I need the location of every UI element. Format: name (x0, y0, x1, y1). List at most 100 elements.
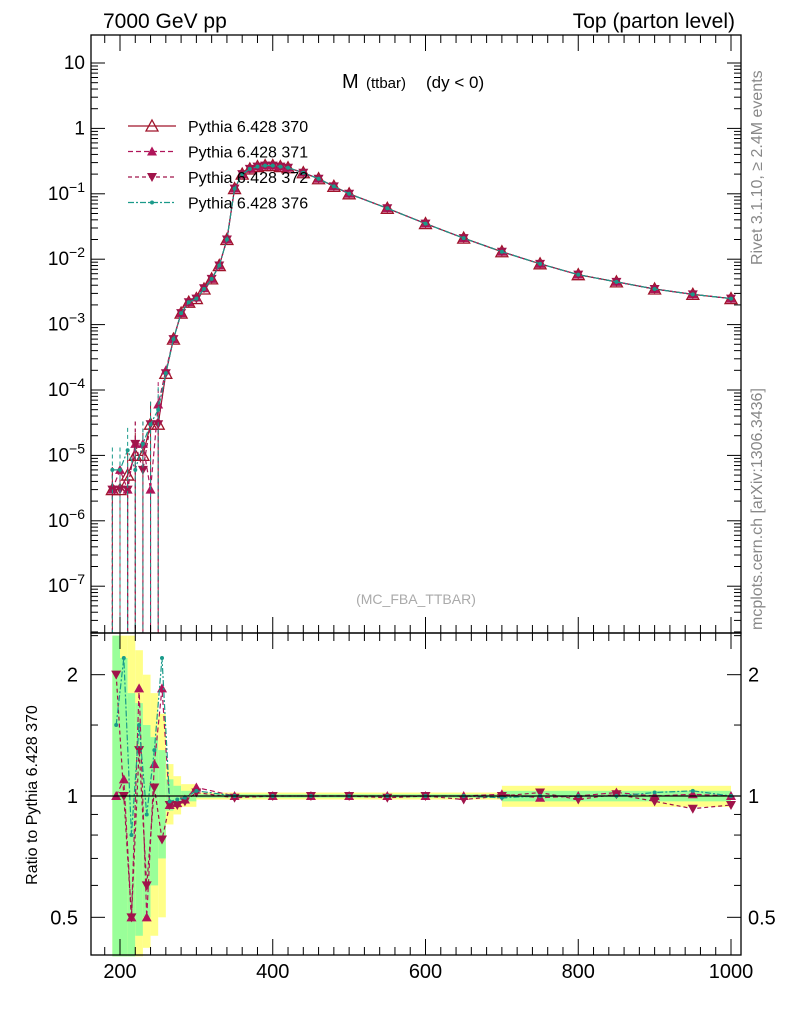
plot-title-main: M (342, 71, 359, 93)
main-point-3-6 (156, 407, 161, 412)
main-ytick-label-8: 10−7 (48, 571, 85, 597)
legend-marker-0 (144, 118, 160, 132)
main-point-3-21 (270, 163, 275, 168)
ratio-ytick-label-r-0: 2 (748, 665, 759, 687)
main-point-0-12 (196, 281, 212, 295)
header-left: 7000 GeV pp (103, 10, 227, 33)
main-line-1 (111, 164, 732, 492)
main-point-3-1 (118, 467, 122, 472)
ratio-point-2-3 (137, 723, 142, 728)
main-point-3-36 (690, 292, 695, 297)
ratio-point-0-1 (118, 774, 129, 784)
ratio-ytick-label-r-2: 0.5 (748, 907, 776, 929)
mcplots-label: mcplots.cern.ch [arXiv:1306.3436] (749, 388, 766, 630)
main-ytick-label-3: 10−2 (48, 244, 85, 270)
ratio-point-1-7 (164, 800, 175, 810)
main-point-3-2 (125, 448, 130, 453)
header-right: Top (parton level) (573, 10, 735, 33)
ratio-point-2-6 (160, 656, 165, 661)
main-ytick-label-2: 10−1 (48, 179, 85, 205)
main-point-3-17 (240, 172, 245, 177)
x-tick-label-4: 1000 (709, 961, 754, 983)
legend-label-0: Pythia 6.428 370 (188, 119, 308, 136)
main-point-3-23 (286, 165, 291, 170)
ratio-point-0-6 (157, 683, 168, 693)
ratio-point-2-9 (182, 795, 187, 800)
main-point-3-31 (499, 249, 504, 254)
main-ytick-label-1: 1 (74, 118, 85, 139)
legend-marker-1 (147, 146, 157, 156)
main-ytick-label-5: 10−4 (48, 375, 85, 401)
x-tick-label-3: 800 (562, 961, 595, 983)
x-tick-label-2: 600 (409, 961, 442, 983)
main-point-3-14 (217, 263, 222, 268)
ratio-point-2-0 (114, 723, 119, 728)
plot-title-sub: (ttbar) (366, 75, 406, 92)
ratio-point-2-1 (121, 656, 126, 661)
main-point-3-5 (148, 422, 153, 427)
ratio-ytick-label-1: 1 (67, 786, 78, 808)
main-point-3-19 (255, 164, 260, 169)
ratio-point-2-22 (652, 790, 657, 795)
ratio-point-1-23 (687, 804, 698, 814)
ratio-point-1-3 (134, 746, 145, 756)
main-point-3-10 (186, 300, 191, 305)
main-point-3-34 (614, 279, 619, 284)
ratio-point-1-9 (179, 797, 190, 807)
ratio-point-0-4 (141, 912, 152, 922)
main-ytick-label-6: 10−5 (48, 440, 85, 466)
main-point-3-35 (652, 287, 657, 292)
x-tick-label-0: 200 (103, 961, 136, 983)
main-point-2-2 (122, 485, 133, 495)
ratio-point-1-5 (149, 783, 160, 793)
main-point-3-15 (224, 237, 229, 242)
ratio-point-1-6 (157, 835, 168, 845)
main-point-3-3 (133, 467, 138, 472)
main-line-3 (112, 164, 732, 472)
ratio-point-1-19 (535, 788, 546, 798)
main-point-2-3 (130, 439, 141, 449)
ratio-point-1-8 (172, 800, 183, 810)
ratio-point-1-20 (573, 795, 584, 805)
ratio-point-2-7 (167, 799, 172, 804)
main-series-group (105, 158, 739, 633)
watermark: (MC_FBA_TTBAR) (356, 591, 476, 607)
ratio-point-1-4 (141, 881, 152, 891)
main-point-3-4 (140, 441, 145, 446)
main-line-0 (112, 164, 732, 491)
main-point-3-16 (232, 186, 237, 191)
band-inner-2 (127, 693, 136, 957)
main-point-3-30 (461, 236, 466, 241)
ratio-frame (90, 632, 742, 956)
main-ytick-label-4: 10−3 (48, 310, 85, 336)
ratio-point-2-5 (152, 748, 157, 753)
legend-marker-3 (150, 200, 154, 205)
ratio-point-2-18 (499, 795, 504, 800)
ratio-point-2-2 (129, 833, 134, 838)
main-point-3-33 (576, 272, 581, 277)
ratio-point-2-8 (175, 797, 180, 802)
band-inner-6 (158, 750, 166, 859)
main-point-3-8 (171, 337, 176, 342)
ratio-point-2-23 (690, 788, 695, 793)
main-point-3-32 (538, 261, 543, 266)
main-point-3-20 (263, 163, 268, 168)
band-inner-1 (120, 658, 128, 957)
ratio-point-2-4 (144, 812, 149, 817)
band-inner-4 (142, 725, 151, 918)
main-point-3-7 (163, 371, 168, 376)
ratio-y-axis-label: Ratio to Pythia 6.428 370 (24, 705, 41, 885)
ratio-point-0-5 (149, 759, 160, 769)
main-point-3-24 (301, 170, 306, 175)
legend-label-3: Pythia 6.428 376 (188, 196, 308, 213)
ratio-ytick-label-0: 2 (67, 665, 78, 687)
x-tick-label-1: 400 (256, 961, 289, 983)
ratio-point-1-2 (126, 913, 137, 923)
main-ytick-label-7: 10−6 (48, 506, 85, 532)
main-point-3-13 (209, 276, 214, 281)
main-point-3-9 (179, 311, 184, 316)
band-inner-8 (173, 785, 182, 805)
main-point-3-25 (316, 176, 321, 181)
main-point-3-29 (423, 221, 428, 226)
ratio-point-1-22 (649, 797, 660, 807)
